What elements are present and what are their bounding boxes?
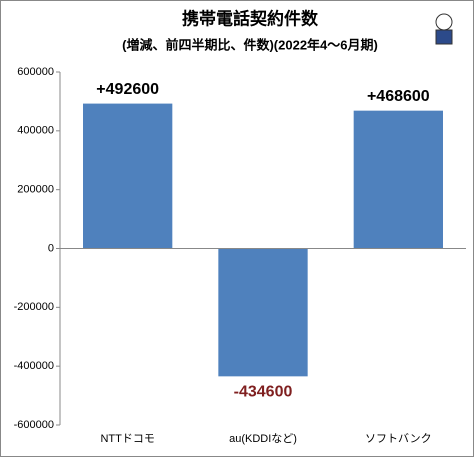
x-tick-label: NTTドコモ <box>100 433 154 445</box>
bar <box>353 110 443 249</box>
mascot-icon <box>435 13 453 45</box>
y-tick-label: 200000 <box>17 184 54 196</box>
y-tick-label: 0 <box>48 242 54 254</box>
chart-subtitle: (増減、前四半期比、件数)(2022年4～6月期) <box>122 37 378 52</box>
y-tick-label: -400000 <box>14 360 54 372</box>
y-tick-label: -200000 <box>14 301 54 313</box>
x-tick-label: au(KDDIなど) <box>229 432 297 445</box>
data-label: +468600 <box>367 88 430 105</box>
data-label: -434600 <box>234 384 293 401</box>
chart-title: 携帯電話契約件数 <box>182 8 319 28</box>
y-tick-label: 600000 <box>17 66 54 78</box>
bar <box>83 103 173 249</box>
y-tick-label: 400000 <box>17 125 54 137</box>
bar <box>218 248 308 377</box>
x-tick-label: ソフトバンク <box>365 432 432 445</box>
y-tick-label: -600000 <box>14 419 54 431</box>
data-label: +492600 <box>96 81 159 98</box>
